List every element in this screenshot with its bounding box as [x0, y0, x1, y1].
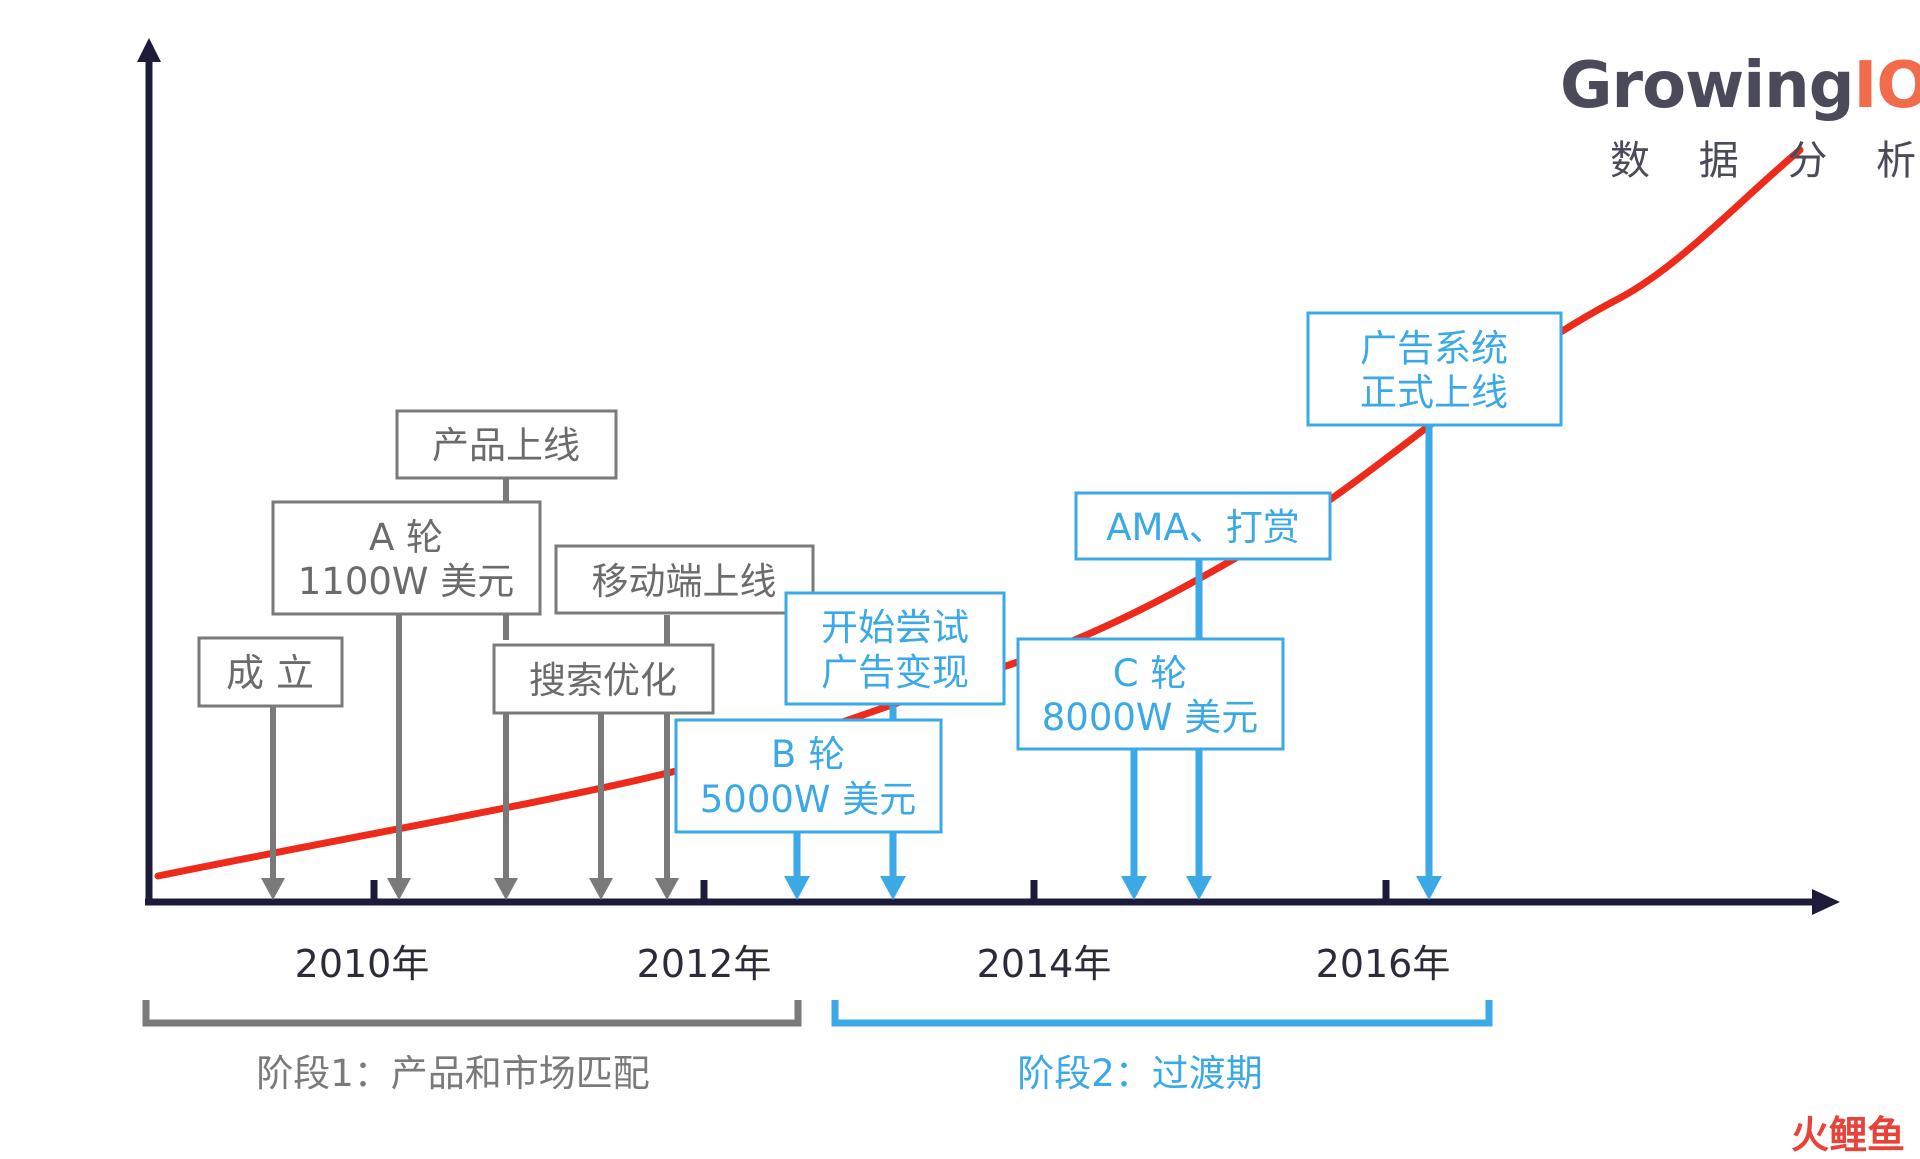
event-box-search-optimization: 搜索优化	[492, 643, 715, 715]
event-label: 正式上线	[1360, 371, 1508, 414]
event-box-series-a: A 轮 1100W 美元	[271, 500, 542, 616]
phase1-bracket: 阶段1：产品和市场匹配	[142, 1000, 802, 1095]
event-box-ad-system-launch: 广告系统 正式上线	[1306, 311, 1563, 427]
event-label: 1100W 美元	[298, 560, 515, 603]
event-box-ad-trial: 开始尝试 广告变现	[784, 591, 1006, 706]
y-axis-arrowhead	[137, 38, 161, 62]
phase2-arrowheads	[784, 876, 1442, 900]
event-label: 5000W 美元	[700, 778, 917, 821]
event-label: 广告系统	[1360, 327, 1508, 370]
event-label: C 轮	[1113, 652, 1188, 695]
arrowhead	[387, 878, 411, 900]
watermark-text: 火鲤鱼	[1791, 1113, 1905, 1157]
event-label: AMA、打赏	[1106, 506, 1300, 549]
year-label-2010: 2010年	[295, 942, 430, 986]
phase1-events: 成 立 A 轮 1100W 美元 产品上线 移动端上线 搜索优化	[197, 409, 815, 715]
arrowhead	[261, 878, 285, 900]
phase1-arrowheads	[261, 878, 679, 900]
phase2-label: 阶段2：过渡期	[1017, 1052, 1263, 1095]
growingio-logo: GrowingIO 数 据 分 析	[1560, 49, 1920, 184]
phase2-events: 开始尝试 广告变现 B 轮 5000W 美元 AMA、打赏 C 轮 8000W …	[674, 311, 1563, 834]
year-label-2016: 2016年	[1316, 942, 1451, 986]
year-label-2012: 2012年	[637, 942, 772, 986]
x-axis-arrowhead	[1812, 889, 1840, 915]
arrowhead	[494, 878, 518, 900]
year-label-2014: 2014年	[977, 942, 1112, 986]
arrowhead	[655, 878, 679, 900]
event-box-ama-tipping: AMA、打赏	[1074, 491, 1332, 561]
event-box-series-b: B 轮 5000W 美元	[674, 718, 943, 834]
arrowhead	[880, 876, 906, 900]
event-label: 移动端上线	[592, 560, 777, 603]
logo-subtitle: 数 据 分 析	[1610, 138, 1920, 184]
event-box-founded: 成 立	[197, 636, 344, 708]
event-box-mobile-launch: 移动端上线	[554, 544, 815, 615]
arrowhead	[589, 878, 613, 900]
event-label: 成 立	[226, 651, 314, 695]
event-label: B 轮	[771, 733, 845, 776]
event-label: 广告变现	[821, 651, 969, 694]
event-label: 开始尝试	[821, 606, 969, 649]
axes	[137, 38, 1840, 915]
logo-wordmark: GrowingIO	[1560, 49, 1920, 123]
event-label: 搜索优化	[529, 659, 677, 702]
phase2-arrows	[793, 426, 1433, 884]
growth-curve	[154, 146, 1804, 880]
year-labels: 2010年 2012年 2014年 2016年	[295, 942, 1451, 986]
event-label: 产品上线	[432, 424, 580, 467]
event-label: A 轮	[369, 516, 443, 559]
phase1-label: 阶段1：产品和市场匹配	[256, 1052, 650, 1095]
arrowhead	[784, 876, 810, 900]
event-box-product-launch: 产品上线	[395, 409, 618, 480]
arrowhead	[1186, 876, 1212, 900]
arrowhead	[1121, 876, 1147, 900]
event-label: 8000W 美元	[1042, 696, 1259, 739]
arrowhead	[1416, 876, 1442, 900]
event-box-series-c: C 轮 8000W 美元	[1016, 637, 1285, 751]
phase2-bracket: 阶段2：过渡期	[831, 1000, 1493, 1095]
